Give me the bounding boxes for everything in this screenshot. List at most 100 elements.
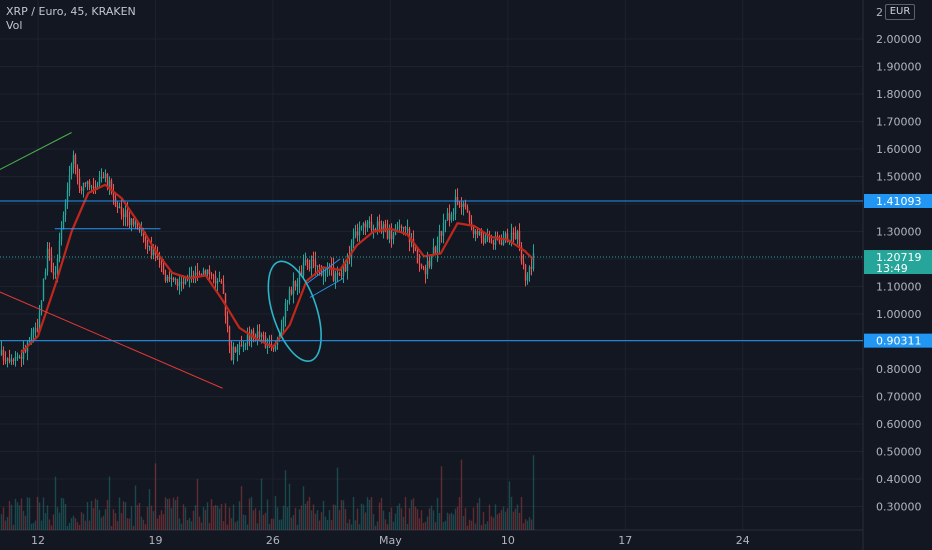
candle-body (130, 218, 133, 226)
volume-bar (220, 503, 223, 530)
candle-body (320, 266, 323, 276)
candle-body (368, 221, 371, 223)
volume-bar (234, 522, 237, 530)
volume-bar (378, 502, 381, 530)
volume-bar (224, 503, 227, 530)
candle-body (168, 276, 171, 279)
volume-bar (464, 507, 467, 530)
volume-bar (346, 522, 349, 530)
volume-bar (188, 518, 191, 530)
candle-body (228, 326, 231, 346)
volume-bar (154, 463, 157, 530)
candle-body (442, 222, 445, 236)
volume-bar (102, 515, 105, 530)
volume-bar (310, 510, 313, 530)
candle (2, 346, 5, 366)
candle-body (340, 275, 343, 277)
candle-body (82, 182, 85, 191)
candle (128, 211, 131, 229)
candle (26, 340, 29, 361)
volume-bar (376, 521, 379, 530)
candle-body (76, 167, 79, 178)
volume-bar (54, 476, 57, 530)
price-tick-label: 2 (876, 6, 883, 19)
volume-bar (412, 498, 415, 530)
currency-badge[interactable]: EUR (885, 4, 915, 20)
candle (256, 324, 259, 346)
candle-body (470, 221, 473, 227)
candle-body (352, 237, 355, 245)
candle-body (266, 346, 269, 348)
candle-body (214, 276, 217, 284)
candle-body (426, 260, 429, 275)
candle (170, 271, 173, 287)
candle-body (190, 275, 193, 277)
volume-bar (478, 497, 481, 530)
volume-bar (64, 504, 67, 530)
candle-body (398, 226, 401, 228)
candle-body (382, 223, 385, 233)
volume-bar (128, 518, 131, 530)
symbol-title[interactable]: XRP / Euro, 45, KRAKEN (6, 5, 136, 18)
volume-bar (332, 504, 335, 530)
candle (454, 189, 457, 221)
volume-bar (450, 512, 453, 530)
candle (216, 278, 219, 292)
volume-bar (320, 512, 323, 530)
candle (58, 232, 61, 263)
volume-bar (532, 455, 535, 530)
volume-bar (80, 512, 83, 530)
volume-bar (490, 516, 493, 530)
volume-bar (72, 515, 75, 530)
volume-bar (232, 504, 235, 530)
volume-bar (302, 486, 305, 530)
candle-body (192, 275, 195, 277)
candle (366, 219, 369, 232)
candle-body (20, 356, 23, 360)
volume-bar (212, 506, 215, 530)
candle-body (84, 182, 87, 184)
candle-body (2, 349, 5, 361)
candle-body (446, 212, 449, 220)
candle-body (98, 177, 101, 185)
candle-body (116, 206, 119, 208)
volume-bar (100, 517, 103, 530)
volume-bar (16, 502, 19, 530)
volume-bar (492, 517, 495, 530)
volume-bar (366, 497, 369, 530)
volume-bar (8, 500, 11, 530)
volume-bar (226, 524, 229, 530)
candle (0, 341, 3, 356)
candle (294, 280, 297, 291)
candle-body (506, 233, 509, 243)
volume-bar (254, 508, 257, 530)
time-axis[interactable]: 12 19 26 May 10 17 24 (31, 534, 750, 547)
candle (334, 270, 337, 289)
volume-bar (340, 499, 343, 530)
candle-body (290, 289, 293, 295)
candle-body (372, 229, 375, 231)
volume-bar (174, 500, 177, 530)
volume-indicator-label[interactable]: Vol (6, 19, 23, 32)
volume-bar (498, 512, 501, 530)
volume-bar (178, 518, 181, 530)
volume-bar (342, 500, 345, 530)
candle-body (0, 349, 3, 356)
candle-body (524, 264, 527, 281)
volume-bar (322, 500, 325, 530)
candle-body (358, 227, 361, 236)
candle-body (308, 266, 311, 269)
volume-bar (436, 497, 439, 530)
candle-body (178, 282, 181, 286)
volume-bar (156, 518, 159, 530)
candle-body (460, 204, 463, 208)
candle-body (480, 231, 483, 239)
price-axis[interactable]: 0.30000 0.40000 0.50000 0.60000 0.70000 0.800… (864, 6, 932, 514)
candle (46, 241, 49, 276)
candle-body (80, 188, 83, 191)
candle-body (502, 239, 505, 245)
candle (390, 223, 393, 248)
volume-bar (306, 501, 309, 530)
volume-bar (104, 509, 107, 530)
